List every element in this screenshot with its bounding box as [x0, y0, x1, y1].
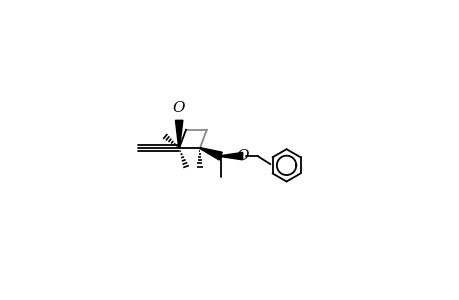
Polygon shape: [199, 148, 222, 160]
Polygon shape: [175, 120, 183, 148]
Text: O: O: [173, 101, 185, 115]
Polygon shape: [220, 152, 242, 160]
Text: O: O: [236, 149, 248, 163]
